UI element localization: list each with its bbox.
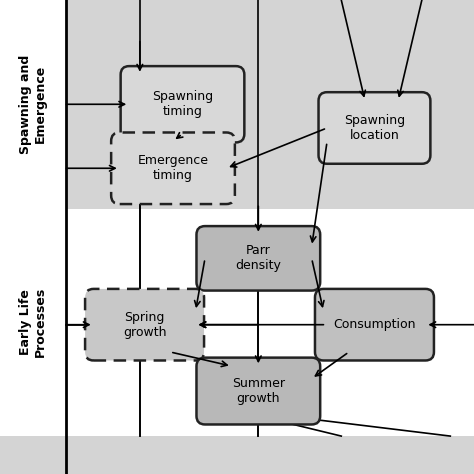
Bar (0, 209, 66, 436)
Text: Parr
density: Parr density (236, 244, 281, 273)
Text: Spawning
location: Spawning location (344, 114, 405, 142)
FancyBboxPatch shape (111, 133, 235, 204)
FancyBboxPatch shape (120, 66, 245, 143)
FancyBboxPatch shape (85, 289, 204, 360)
FancyBboxPatch shape (196, 226, 320, 291)
Bar (66, 0, 474, 209)
Text: Emergence
timing: Emergence timing (137, 154, 209, 182)
Bar (66, 436, 474, 474)
Text: Early Life
Processes: Early Life Processes (19, 287, 47, 357)
Text: Spring
growth: Spring growth (123, 310, 166, 339)
FancyBboxPatch shape (315, 289, 434, 360)
Text: Consumption: Consumption (333, 318, 416, 331)
Text: Spawning and
Emergence: Spawning and Emergence (19, 55, 47, 154)
Bar (0, 436, 66, 474)
Text: Spawning
timing: Spawning timing (152, 90, 213, 118)
FancyBboxPatch shape (196, 357, 320, 425)
Bar (66, 209, 474, 436)
FancyBboxPatch shape (319, 92, 430, 164)
Text: Summer
growth: Summer growth (232, 377, 285, 405)
Bar (0, 0, 66, 209)
